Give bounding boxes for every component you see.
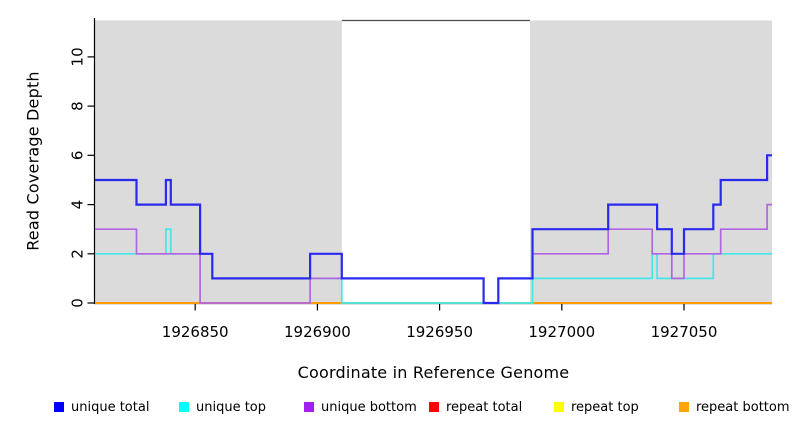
shaded-region-left bbox=[95, 20, 342, 303]
legend: unique total unique top unique bottom repea… bbox=[0, 397, 792, 419]
tick-labels: 0 2 4 6 8 10 1926850 1926900 1926950 1927000 19270… bbox=[69, 47, 718, 341]
x-tick-label: 1927050 bbox=[651, 323, 718, 341]
x-tick-label: 1927000 bbox=[528, 323, 595, 341]
background-bands bbox=[95, 20, 772, 303]
y-tick-label: 10 bbox=[69, 47, 87, 66]
y-tick-label: 2 bbox=[69, 249, 87, 259]
series-unique-top bbox=[95, 228, 772, 304]
legend-swatch-icon bbox=[429, 402, 439, 412]
legend-swatch-icon bbox=[179, 402, 189, 412]
legend-label: unique total bbox=[71, 399, 150, 415]
x-tick-label: 1926850 bbox=[162, 323, 229, 341]
legend-swatch-icon bbox=[554, 402, 564, 412]
x-axis-title: Coordinate in Reference Genome bbox=[297, 363, 570, 382]
legend-label: unique top bbox=[196, 399, 267, 415]
legend-item-unique-top: unique top bbox=[179, 397, 266, 417]
legend-label: repeat total bbox=[446, 399, 523, 415]
legend-label: unique bottom bbox=[321, 399, 417, 415]
shaded-region-right bbox=[530, 20, 772, 303]
series-unique-bottom bbox=[95, 203, 772, 304]
legend-item-repeat-bottom: repeat bottom bbox=[679, 397, 790, 417]
legend-swatch-icon bbox=[54, 402, 64, 412]
y-tick-label: 8 bbox=[69, 101, 87, 111]
legend-item-unique-total: unique total bbox=[54, 397, 149, 417]
legend-swatch-icon bbox=[679, 402, 689, 412]
legend-item-unique-bottom: unique bottom bbox=[304, 397, 417, 417]
x-tick-label: 1926900 bbox=[284, 323, 351, 341]
series-lines bbox=[95, 154, 772, 305]
series-unique-total bbox=[95, 154, 772, 305]
y-axis-title: Read Coverage Depth bbox=[23, 71, 43, 251]
y-tick-label: 0 bbox=[69, 298, 87, 308]
y-tick-label: 6 bbox=[69, 151, 87, 161]
legend-label: repeat top bbox=[571, 399, 639, 415]
x-tick-label: 1926950 bbox=[406, 323, 473, 341]
legend-label: repeat bottom bbox=[696, 399, 790, 415]
legend-swatch-icon bbox=[304, 402, 314, 412]
legend-item-repeat-total: repeat total bbox=[429, 397, 522, 417]
legend-item-repeat-top: repeat top bbox=[554, 397, 639, 417]
y-tick-label: 4 bbox=[69, 200, 87, 210]
